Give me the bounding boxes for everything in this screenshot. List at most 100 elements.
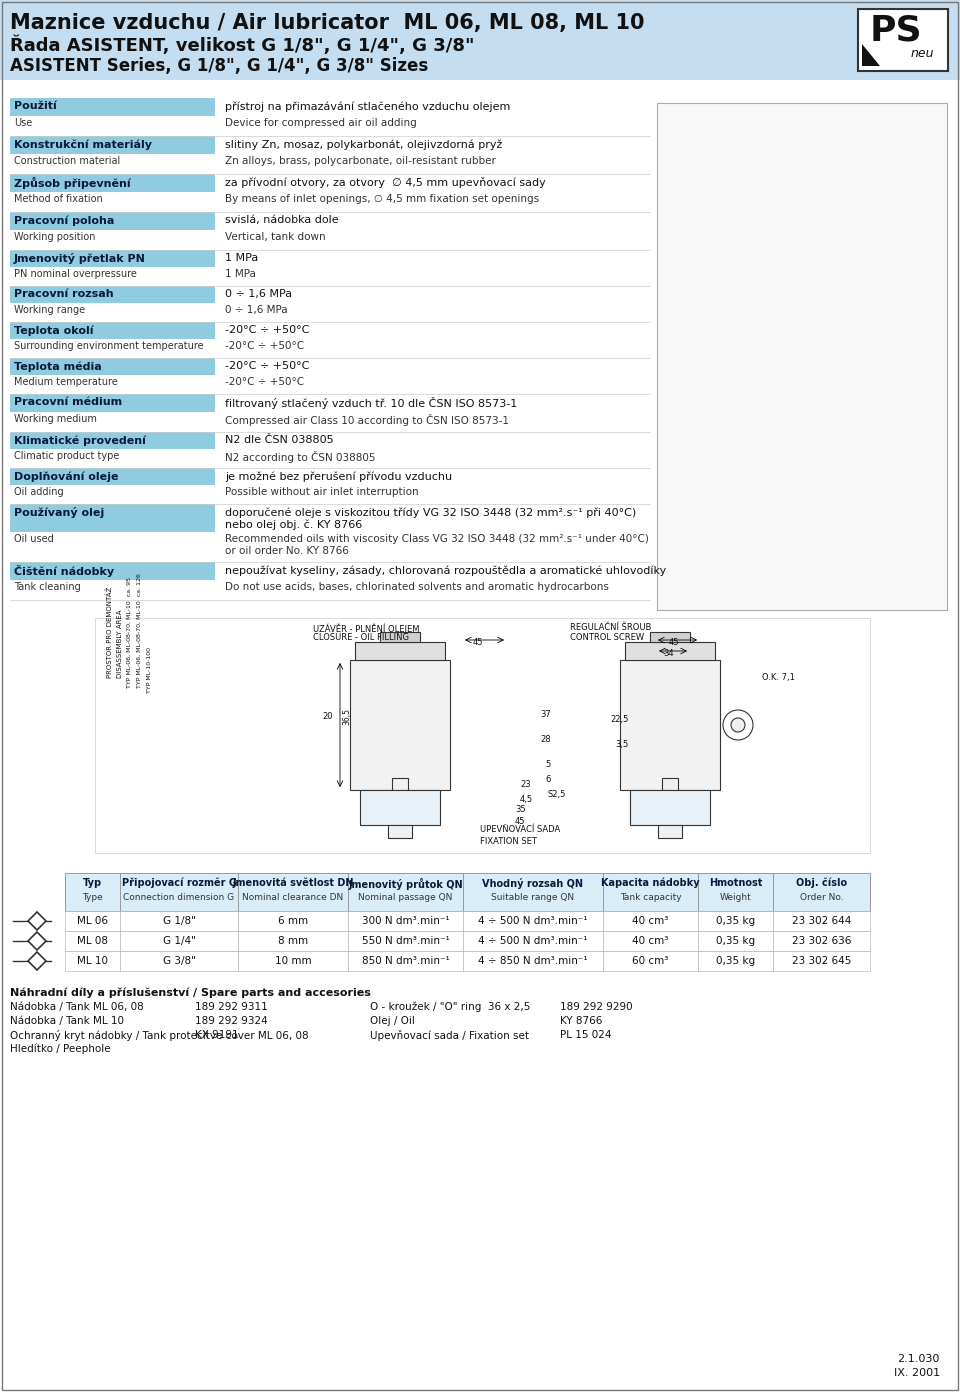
Text: O.K. 7,1: O.K. 7,1	[762, 672, 795, 682]
Text: 1 MPa: 1 MPa	[225, 253, 258, 263]
Bar	[120, 910, 238, 931]
Bar	[463, 951, 603, 972]
Text: Pracovní poloha: Pracovní poloha	[14, 214, 114, 226]
Text: 34: 34	[663, 649, 674, 658]
Text: 3,5: 3,5	[615, 741, 628, 749]
Text: 23 302 644: 23 302 644	[792, 916, 852, 926]
Text: S2,5: S2,5	[548, 791, 566, 799]
Bar	[10, 322, 215, 340]
Bar	[0, 0, 960, 79]
Text: CLOSURE - OIL FILLING: CLOSURE - OIL FILLING	[313, 633, 409, 642]
Text: Ochranný kryt nádobky / Tank protecitve cover ML 06, 08: Ochranný kryt nádobky / Tank protecitve …	[10, 1030, 308, 1041]
Text: Klimatické provedení: Klimatické provedení	[14, 434, 146, 445]
Text: Nominal clearance DN: Nominal clearance DN	[242, 894, 344, 902]
Bar	[773, 931, 870, 951]
Text: 0 ÷ 1,6 MPa: 0 ÷ 1,6 MPa	[225, 305, 288, 315]
Bar	[392, 778, 408, 791]
Text: Typ: Typ	[83, 878, 102, 888]
Text: 40 cm³: 40 cm³	[633, 916, 669, 926]
Text: 40 cm³: 40 cm³	[633, 935, 669, 947]
Text: PROSTOR PRO DEMONTÁŽ: PROSTOR PRO DEMONTÁŽ	[107, 586, 113, 678]
Text: Vertical, tank down: Vertical, tank down	[225, 232, 325, 242]
Text: 6: 6	[545, 775, 550, 784]
Text: CONTROL SCREW: CONTROL SCREW	[570, 633, 644, 642]
Text: Maznice vzduchu / Air lubricator  ML 06, ML 08, ML 10: Maznice vzduchu / Air lubricator ML 06, …	[10, 13, 644, 33]
Bar	[630, 791, 710, 825]
Bar	[350, 660, 450, 791]
Bar	[603, 910, 698, 931]
Text: 23 302 636: 23 302 636	[792, 935, 852, 947]
Bar	[95, 618, 870, 853]
Text: 35: 35	[515, 805, 526, 814]
Text: přístroj na přimazávání stlačeného vzduchu olejem: přístroj na přimazávání stlačeného vzduc…	[225, 102, 511, 111]
Text: 22,5: 22,5	[610, 715, 629, 724]
Text: 28: 28	[540, 735, 551, 743]
Text: Jmenovitý průtok QN: Jmenovitý průtok QN	[348, 878, 463, 889]
Text: 20: 20	[322, 711, 332, 721]
Text: TYP ML-10-100: TYP ML-10-100	[147, 647, 152, 693]
Bar	[355, 642, 445, 660]
Text: -20°C ÷ +50°C: -20°C ÷ +50°C	[225, 361, 309, 372]
Text: 300 N dm³.min⁻¹: 300 N dm³.min⁻¹	[362, 916, 449, 926]
Bar	[603, 951, 698, 972]
Text: filtrovaný stlačený vzduch tř. 10 dle ČSN ISO 8573-1: filtrovaný stlačený vzduch tř. 10 dle ČS…	[225, 397, 517, 409]
Text: Device for compressed air oil adding: Device for compressed air oil adding	[225, 118, 417, 128]
Bar	[603, 931, 698, 951]
Text: 550 N dm³.min⁻¹: 550 N dm³.min⁻¹	[362, 935, 449, 947]
Text: Method of fixation: Method of fixation	[14, 193, 103, 205]
Text: Zn alloys, brass, polycarbonate, oil-resistant rubber: Zn alloys, brass, polycarbonate, oil-res…	[225, 156, 496, 166]
Text: G 1/4": G 1/4"	[162, 935, 196, 947]
Bar	[120, 873, 238, 910]
Text: Upevňovací sada / Fixation set: Upevňovací sada / Fixation set	[370, 1030, 529, 1041]
Bar	[773, 951, 870, 972]
Text: Tank cleaning: Tank cleaning	[14, 582, 81, 592]
Circle shape	[723, 710, 753, 741]
Bar	[65, 951, 120, 972]
Text: IX. 2001: IX. 2001	[894, 1368, 940, 1378]
Text: Hledítko / Peephole: Hledítko / Peephole	[10, 1044, 110, 1055]
Text: Kapacita nádobky: Kapacita nádobky	[601, 878, 700, 888]
Text: 60 cm³: 60 cm³	[633, 956, 669, 966]
Text: Weight: Weight	[720, 894, 752, 902]
Text: nepoužívat kyseliny, zásady, chlorovaná rozpouštědla a aromatické uhlovodíky: nepoužívat kyseliny, zásady, chlorovaná …	[225, 565, 666, 575]
Text: DISASSEMBLY AREA: DISASSEMBLY AREA	[117, 610, 123, 678]
Text: Working range: Working range	[14, 305, 85, 315]
Text: 1 MPa: 1 MPa	[225, 269, 256, 278]
Text: 5: 5	[545, 760, 550, 768]
Text: Nádobka / Tank ML 06, 08: Nádobka / Tank ML 06, 08	[10, 1002, 144, 1012]
Bar	[65, 873, 120, 910]
Text: UPEVŇOVACÍ SADA: UPEVŇOVACÍ SADA	[480, 825, 561, 834]
Text: By means of inlet openings, ∅ 4,5 mm fixation set openings: By means of inlet openings, ∅ 4,5 mm fix…	[225, 193, 540, 205]
Text: Nominal passage QN: Nominal passage QN	[358, 894, 453, 902]
Text: za přívodní otvory, za otvory  ∅ 4,5 mm upevňovací sady: za přívodní otvory, za otvory ∅ 4,5 mm u…	[225, 177, 545, 188]
Bar	[10, 251, 215, 267]
Text: Oil adding: Oil adding	[14, 487, 63, 497]
Text: Hmotnost: Hmotnost	[708, 878, 762, 888]
Bar	[238, 873, 348, 910]
Text: 189 292 9311: 189 292 9311	[195, 1002, 268, 1012]
Text: Order No.: Order No.	[800, 894, 843, 902]
Bar	[698, 931, 773, 951]
Bar	[658, 825, 682, 838]
Bar	[10, 562, 215, 580]
Bar	[10, 394, 215, 412]
Text: 0,35 kg: 0,35 kg	[716, 916, 756, 926]
Text: 0,35 kg: 0,35 kg	[716, 935, 756, 947]
Text: 4 ÷ 500 N dm³.min⁻¹: 4 ÷ 500 N dm³.min⁻¹	[478, 935, 588, 947]
Bar	[698, 873, 773, 910]
Bar	[657, 103, 947, 610]
Bar	[625, 642, 715, 660]
Bar	[238, 931, 348, 951]
Bar	[10, 468, 215, 486]
Text: Olej / Oil: Olej / Oil	[370, 1016, 415, 1026]
Text: 45: 45	[515, 817, 525, 825]
Bar	[10, 432, 215, 450]
Bar	[662, 778, 678, 791]
Text: Recommended oils with viscosity Class VG 32 ISO 3448 (32 mm².s⁻¹ under 40°C): Recommended oils with viscosity Class VG…	[225, 535, 649, 544]
Text: Tank capacity: Tank capacity	[620, 894, 682, 902]
Bar	[10, 358, 215, 376]
Bar	[388, 825, 412, 838]
Bar	[773, 910, 870, 931]
Text: 189 292 9290: 189 292 9290	[560, 1002, 633, 1012]
Text: Čištění nádobky: Čištění nádobky	[14, 565, 114, 578]
